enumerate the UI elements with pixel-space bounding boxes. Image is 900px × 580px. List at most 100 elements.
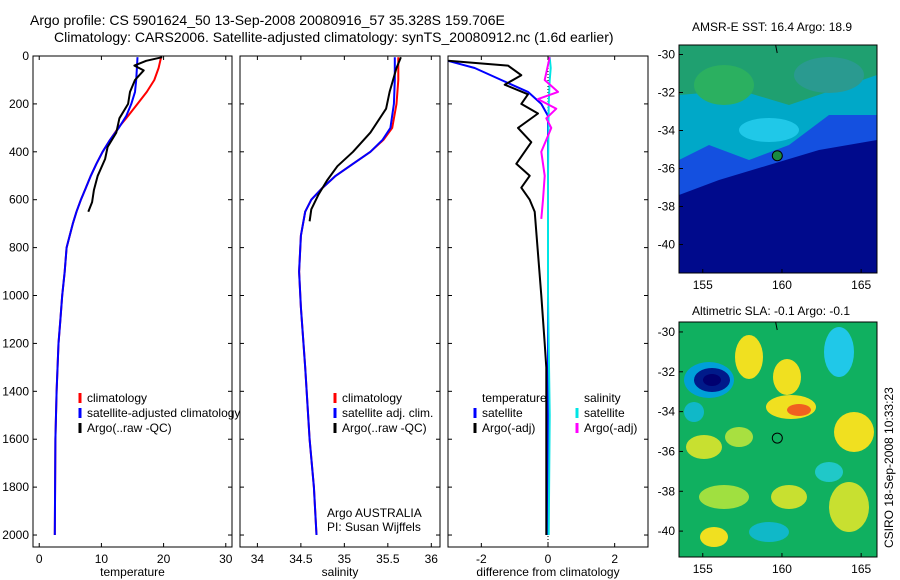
x-tick-label: 34 <box>251 552 265 566</box>
y-tick-label: 1600 <box>2 432 29 446</box>
sla-anomaly-blob <box>771 485 807 509</box>
y-tick-label: -34 <box>658 124 676 138</box>
x-axis-label: salinity <box>322 565 359 579</box>
plot-frame <box>32 55 233 548</box>
x-tick-label: 160 <box>772 562 792 576</box>
sst-patch <box>794 57 864 93</box>
figure-subtitle: Climatology: CARS2006. Satellite-adjuste… <box>54 29 614 45</box>
plot-frame <box>239 55 441 548</box>
series-line <box>547 57 552 536</box>
y-tick-label: -30 <box>658 325 676 339</box>
legend-label: Argo(..raw -QC) <box>87 421 172 435</box>
x-axis-label: difference from climatology <box>476 565 619 579</box>
sst-map: 155 160 165 -30 -32 -34 -36 -38 -40 <box>658 44 878 292</box>
sla-anomaly-blob <box>773 359 801 395</box>
y-tick-label: -32 <box>658 365 676 379</box>
y-tick-label: 1400 <box>2 384 29 398</box>
y-tick-label: 1800 <box>2 480 29 494</box>
series-line <box>447 59 548 535</box>
x-tick-label: 160 <box>772 278 792 292</box>
legend-label: Argo(..raw -QC) <box>342 421 427 435</box>
legend-label: climatology <box>87 391 147 405</box>
x-tick-label: -2 <box>476 552 487 566</box>
x-tick-label: 36 <box>425 552 439 566</box>
sla-anomaly-blob <box>735 335 763 379</box>
figure-title: Argo profile: CS 5901624_50 13-Sep-2008 … <box>30 12 505 28</box>
y-tick-label: -36 <box>658 444 676 458</box>
series-line <box>447 59 549 535</box>
y-tick-label: -32 <box>658 86 676 100</box>
x-tick-label: 165 <box>851 278 871 292</box>
sst-map-title: AMSR-E SST: 16.4 Argo: 18.9 <box>692 20 853 34</box>
legend-label: Argo(-adj) <box>482 421 535 435</box>
series-line <box>53 57 139 536</box>
sla-anomaly-blob <box>829 482 869 532</box>
x-tick-label: 165 <box>851 562 871 576</box>
legend-label: satellite adj. clim. <box>342 406 433 420</box>
sla-anomaly-blob <box>725 427 753 447</box>
x-tick-label: 0 <box>545 552 552 566</box>
sst-patch <box>694 65 754 105</box>
y-tick-label: 200 <box>9 97 29 111</box>
sla-anomaly-blob <box>684 402 704 422</box>
profile-panel-1: 0 10 20 30 temperature 0 200 400 600 800 1000 1200 1… <box>2 49 240 579</box>
x-axis-label: temperature <box>100 565 165 579</box>
legend-label: climatology <box>342 391 402 405</box>
profile-panels: 0 10 20 30temperature0200400600800100012001… <box>2 49 649 579</box>
legend-label: satellite <box>482 406 523 420</box>
timestamp-label: CSIRO 18-Sep-2008 10:33:23 <box>882 387 896 548</box>
sst-patch <box>739 118 799 142</box>
x-tick-label: 34.5 <box>289 552 313 566</box>
x-tick-label: 155 <box>693 562 713 576</box>
x-tick-label: 10 <box>95 552 109 566</box>
credit-line1: Argo AUSTRALIA <box>327 506 422 520</box>
y-tick-label: -40 <box>658 524 676 538</box>
y-tick-label: -40 <box>658 238 676 252</box>
y-tick-label: -36 <box>658 162 676 176</box>
y-tick-label: 800 <box>9 241 29 255</box>
coastline <box>775 322 778 331</box>
map-field <box>679 322 877 557</box>
y-tick-label: 0 <box>22 49 29 63</box>
map-frame <box>678 321 878 558</box>
sla-anomaly-blob <box>703 374 721 386</box>
x-tick-label: 2 <box>611 552 618 566</box>
y-tick-label: -38 <box>658 484 676 498</box>
y-tick-label: -34 <box>658 405 676 419</box>
legend-label: Argo(-adj) <box>584 421 637 435</box>
sla-anomaly-blob <box>834 412 874 452</box>
series-line <box>298 57 400 536</box>
coastline <box>775 45 778 54</box>
series-line <box>53 56 163 536</box>
y-tick-label: 600 <box>9 193 29 207</box>
x-tick-label: 35.5 <box>376 552 400 566</box>
legend-label: satellite-adjusted climatology <box>87 406 240 420</box>
x-tick-label: 0 <box>36 552 43 566</box>
credit-line2: PI: Susan Wijffels <box>327 520 421 534</box>
profile-panel-2: 34 34.5 35 35.5 36 salinity climatologysatelli… <box>239 55 441 579</box>
sla-anomaly-blob <box>815 462 843 482</box>
sla-anomaly-blob <box>824 327 854 377</box>
float-position-marker <box>771 432 783 444</box>
series-line <box>298 57 396 536</box>
y-tick-label: 1200 <box>2 336 29 350</box>
legend-header: salinity <box>584 391 621 405</box>
y-tick-label: 400 <box>9 145 29 159</box>
sla-anomaly-blob <box>749 522 789 542</box>
series-line <box>308 56 402 222</box>
legend-label: satellite <box>584 406 625 420</box>
y-tick-label: 1000 <box>2 289 29 303</box>
sla-anomaly-blob <box>787 404 811 416</box>
sst-dark-band <box>679 140 877 273</box>
float-position-marker <box>771 150 783 162</box>
y-tick-label: 2000 <box>2 528 29 542</box>
series-line <box>537 56 559 219</box>
sla-map: 155 160 165 -30 -32 -34 -36 -38 -40 <box>658 321 878 576</box>
map-frame <box>678 44 878 274</box>
legend-header: temperature <box>482 391 547 405</box>
x-tick-label: 155 <box>693 278 713 292</box>
y-tick-label: -30 <box>658 48 676 62</box>
